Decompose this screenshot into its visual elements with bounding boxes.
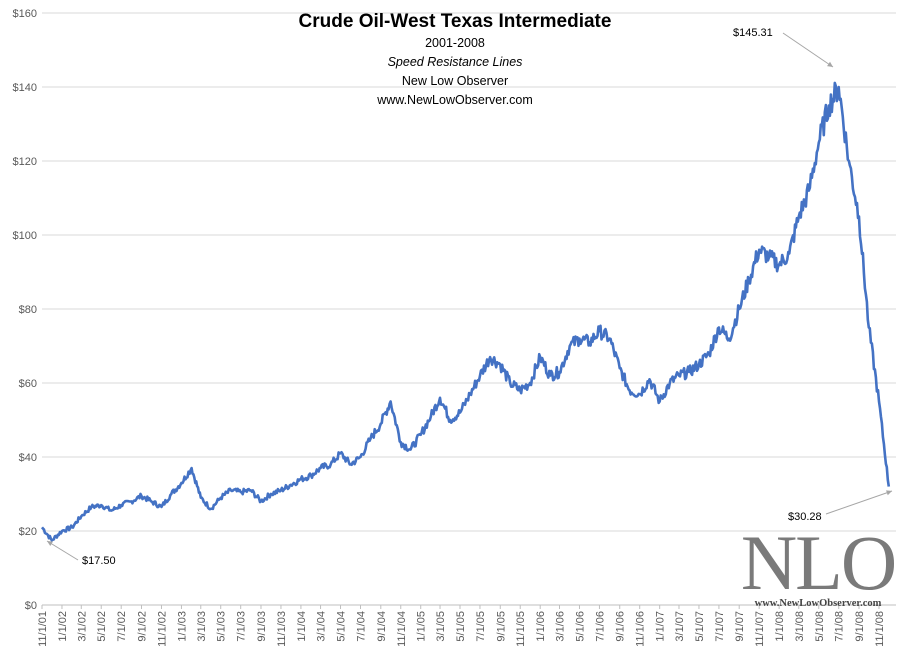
x-tick-label: 3/1/07 <box>674 611 686 642</box>
x-tick-label: 3/1/03 <box>196 611 208 642</box>
x-tick-label: 5/1/08 <box>814 611 826 642</box>
x-tick-label: 11/1/03 <box>276 611 288 647</box>
price-line <box>40 81 891 542</box>
x-tick-label: 1/1/04 <box>296 611 308 642</box>
x-tick-label: 11/1/08 <box>874 611 886 647</box>
subtitle-source: New Low Observer <box>401 74 509 88</box>
y-tick-label: $100 <box>13 230 37 242</box>
x-tick-label: 11/1/01 <box>37 611 49 647</box>
x-tick-label: 11/1/04 <box>396 611 408 647</box>
x-tick-label: 7/1/02 <box>116 611 128 642</box>
y-tick-label: $60 <box>19 378 37 390</box>
gridlines <box>42 12 896 606</box>
x-tick-label: 3/1/08 <box>794 611 806 642</box>
logo-url: www.NewLowObserver.com <box>754 598 882 609</box>
x-tick-label: 9/1/07 <box>734 611 746 642</box>
y-tick-label: $40 <box>19 452 37 464</box>
subtitle-method: Speed Resistance Lines <box>387 55 523 69</box>
x-tick-label: 3/1/04 <box>316 611 328 642</box>
x-tick-label: 7/1/04 <box>355 611 367 642</box>
price-series-line <box>40 81 891 542</box>
x-tick-label: 3/1/05 <box>435 611 447 642</box>
x-axis-tick-labels: 11/1/01 1/1/02 3/1/02 5/1/02 7/1/02 9/1/02 11/… <box>37 605 886 647</box>
annotations: $145.31 $17.50 $30.28 <box>46 27 893 567</box>
annotation-label: $17.50 <box>82 555 116 567</box>
y-tick-label: $20 <box>19 526 37 538</box>
chart-title: Crude Oil-West Texas Intermediate <box>298 11 612 32</box>
x-tick-label: 5/1/03 <box>216 611 228 642</box>
annotation-arrow <box>825 490 893 515</box>
title-block: Crude Oil-West Texas Intermediate 2001-2… <box>265 10 645 110</box>
x-tick-label: 5/1/04 <box>336 611 348 642</box>
annotation-label: $145.31 <box>733 27 773 39</box>
x-tick-label: 1/1/07 <box>655 611 667 642</box>
x-tick-label: 1/1/08 <box>774 611 786 642</box>
x-tick-label: 11/1/02 <box>156 611 168 647</box>
subtitle-website: www.NewLowObserver.com <box>377 93 533 107</box>
logo-letters: NLO <box>740 519 897 606</box>
x-tick-label: 1/1/02 <box>57 611 69 642</box>
y-tick-label: $0 <box>25 600 37 612</box>
x-tick-label: 7/1/07 <box>714 611 726 642</box>
x-tick-label: 9/1/05 <box>495 611 507 642</box>
annotation-arrowhead <box>886 490 892 496</box>
x-tick-label: 11/1/06 <box>635 611 647 647</box>
x-tick-label: 11/1/05 <box>515 611 527 647</box>
x-tick-label: 7/1/06 <box>594 611 606 642</box>
x-tick-label: 5/1/07 <box>694 611 706 642</box>
x-tick-label: 9/1/04 <box>376 611 388 642</box>
x-tick-label: 9/1/08 <box>854 611 866 642</box>
x-tick-label: 11/1/07 <box>754 611 766 647</box>
annotation-arrow <box>782 32 834 68</box>
x-tick-label: 9/1/06 <box>615 611 627 642</box>
annotation-arrowhead <box>47 541 53 547</box>
x-tick-label: 3/1/02 <box>76 611 88 642</box>
y-tick-label: $140 <box>13 82 37 94</box>
x-tick-label: 5/1/05 <box>455 611 467 642</box>
y-tick-label: $80 <box>19 304 37 316</box>
x-tick-label: 5/1/06 <box>574 611 586 642</box>
y-tick-label: $160 <box>13 8 37 20</box>
nlo-logo: NLO www.NewLowObserver.com <box>738 519 898 610</box>
x-tick-label: 7/1/08 <box>834 611 846 642</box>
x-tick-label: 5/1/02 <box>96 611 108 642</box>
x-tick-label: 1/1/03 <box>176 611 188 642</box>
x-tick-label: 1/1/06 <box>535 611 547 642</box>
x-tick-label: 9/1/03 <box>256 611 268 642</box>
x-tick-label: 3/1/06 <box>555 611 567 642</box>
y-tick-label: $120 <box>13 156 37 168</box>
x-tick-label: 1/1/05 <box>416 611 428 642</box>
annotation-arrowhead <box>827 61 833 67</box>
x-tick-label: 7/1/05 <box>475 611 487 642</box>
subtitle-years: 2001-2008 <box>425 36 485 50</box>
x-tick-label: 7/1/03 <box>236 611 248 642</box>
annotation-arrow <box>46 540 79 561</box>
y-axis-tick-labels: $0 $20 $40 $60 $80 $100 $120 $140 $160 <box>13 8 37 612</box>
x-tick-label: 9/1/02 <box>137 611 149 642</box>
annotation-label: $30.28 <box>788 511 822 523</box>
